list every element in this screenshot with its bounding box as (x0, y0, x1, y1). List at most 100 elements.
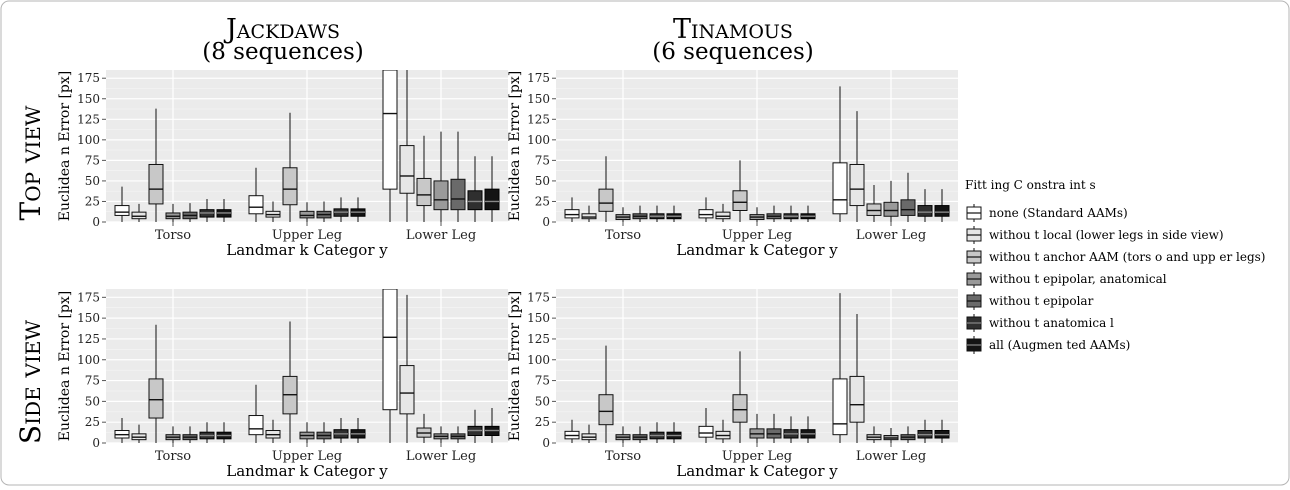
x-tick-label: Torso (605, 449, 641, 464)
x-tick-label: Upper Leg (272, 449, 342, 464)
x-tick-label: Torso (155, 449, 191, 464)
y-tick-label: 175 (527, 71, 550, 85)
y-tick-label: 75 (535, 153, 550, 167)
box (148, 378, 164, 419)
box (450, 178, 466, 211)
y-tick-label: 100 (77, 353, 100, 367)
y-tick-label: 50 (535, 394, 550, 408)
box (148, 163, 164, 205)
panel-tinamous-side: 0 25 50 75 100 125 150 175 Torso Upper Leg Lower L… (507, 289, 958, 480)
y-tick-label: 175 (77, 290, 100, 304)
box (715, 211, 731, 220)
box (883, 201, 899, 217)
box (399, 145, 415, 194)
box (484, 188, 500, 211)
box (866, 203, 882, 216)
box (248, 415, 264, 436)
x-tick-label: Torso (605, 228, 641, 243)
legend-key (966, 248, 982, 266)
legend-entry-label: withou t local (lower legs in side view) (989, 228, 1224, 242)
legend-entry-label: all (Augmen ted AAMs) (989, 338, 1130, 352)
x-tick-label: Upper Leg (272, 228, 342, 243)
box (917, 205, 933, 217)
y-tick-label: 0 (542, 215, 550, 229)
y-tick-label: 150 (527, 92, 550, 106)
y-tick-label: 25 (535, 415, 550, 429)
legend-key (966, 314, 982, 332)
y-tick-label: 75 (85, 153, 100, 167)
y-tick-label: 150 (77, 92, 100, 106)
y-tick-label: 125 (77, 332, 100, 346)
legend: Fitt ing C onstra int s none (Standard A… (965, 178, 1265, 354)
y-axis-title: Euclidea n Error [px] (57, 291, 73, 442)
box (131, 211, 147, 220)
boxes-group (564, 293, 950, 443)
box (114, 205, 130, 216)
y-tick-label: 125 (527, 332, 550, 346)
y-tick-label: 175 (527, 290, 550, 304)
box (299, 210, 315, 219)
column-subtitle-tinamous: (6 sequences) (652, 39, 814, 65)
y-tick-label: 25 (85, 194, 100, 208)
y-tick-label: 100 (527, 133, 550, 147)
box (732, 394, 748, 423)
y-tick-label: 75 (85, 374, 100, 388)
box (467, 190, 483, 211)
y-tick-label: 50 (85, 394, 100, 408)
y-tick-label: 25 (535, 194, 550, 208)
y-axis-title: Euclidea n Error [px] (507, 71, 523, 222)
box (849, 375, 865, 423)
x-tick-label: Lower Leg (856, 449, 926, 464)
box (382, 70, 398, 190)
column-title-tinamous: Tinamous (673, 14, 793, 45)
y-tick-label: 50 (535, 174, 550, 188)
legend-entry-label: withou t epipolar (989, 294, 1094, 308)
y-tick-label: 75 (535, 374, 550, 388)
box (732, 190, 748, 211)
row-label-top-view: Top view (14, 105, 47, 220)
x-tick-label: Upper Leg (722, 449, 792, 464)
y-tick-label: 100 (77, 133, 100, 147)
y-tick-label: 150 (527, 311, 550, 325)
legend-entry-label: none (Standard AAMs) (989, 206, 1128, 220)
boxes-group (564, 86, 950, 222)
y-tick-label: 50 (85, 174, 100, 188)
box (934, 205, 950, 217)
boxes-group (114, 70, 500, 222)
legend-entry-label: withou t epipolar, anatomical (989, 272, 1167, 286)
legend-entry-label: withou t anchor AAM (tors o and upp er l… (989, 250, 1265, 264)
x-tick-label: Lower Leg (406, 228, 476, 243)
y-tick-label: 125 (527, 112, 550, 126)
box (433, 180, 449, 211)
legend-key (966, 204, 982, 222)
box (832, 378, 848, 436)
legend-key (966, 226, 982, 244)
x-tick-label: Torso (155, 228, 191, 243)
panel-jackdaws-side: 0 25 50 75 100 125 150 175 Torso Upper Leg Lower L… (57, 289, 508, 480)
box (248, 195, 264, 215)
box (382, 289, 398, 411)
box (598, 394, 614, 426)
panel-jackdaws-top: 0 25 50 75 100 125 150 175 Torso Upper Leg Lower L… (57, 70, 508, 259)
box (564, 209, 580, 219)
box (282, 167, 298, 206)
panel-tinamous-top: 0 25 50 75 100 125 150 175 Torso Upper Leg Lower L… (507, 70, 958, 259)
y-axis-title: Euclidea n Error [px] (507, 291, 523, 442)
legend-key (966, 270, 982, 288)
box (900, 199, 916, 216)
legend-key (966, 336, 982, 354)
y-tick-label: 175 (77, 71, 100, 85)
x-axis-title: Landmar k Categor y (226, 462, 388, 480)
legend-title: Fitt ing C onstra int s (965, 178, 1096, 192)
box (698, 425, 714, 438)
y-tick-label: 0 (542, 436, 550, 450)
x-tick-label: Lower Leg (406, 449, 476, 464)
boxes-group (114, 289, 500, 443)
y-tick-label: 25 (85, 415, 100, 429)
box (581, 213, 597, 220)
x-axis-title: Landmar k Categor y (676, 241, 838, 259)
y-tick-label: 150 (77, 311, 100, 325)
x-tick-label: Lower Leg (856, 228, 926, 243)
